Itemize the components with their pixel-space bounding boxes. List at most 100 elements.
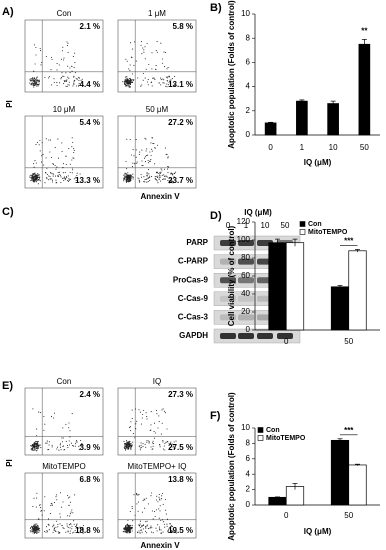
dot (62, 501, 64, 503)
dot (125, 78, 127, 80)
dot (73, 82, 75, 85)
dot (36, 428, 38, 430)
dot (167, 531, 169, 533)
dot (129, 77, 131, 80)
dot (139, 524, 141, 526)
dot (50, 172, 52, 174)
dot (69, 513, 71, 515)
dot (151, 442, 154, 444)
dot (36, 80, 38, 82)
dot (48, 139, 50, 141)
dot (70, 511, 72, 513)
dot (54, 530, 56, 532)
bar (264, 122, 277, 136)
dot (61, 437, 63, 439)
dot (53, 502, 55, 504)
dot (136, 494, 138, 496)
dot (33, 181, 36, 183)
dot (40, 161, 43, 163)
dot (142, 72, 144, 75)
dot (35, 450, 37, 452)
dot (138, 493, 140, 495)
legend-label: Con (266, 427, 280, 434)
dot (67, 42, 69, 44)
dot (51, 444, 53, 446)
dot (131, 81, 133, 83)
dot (151, 527, 153, 529)
dot (76, 524, 78, 526)
dot (53, 529, 56, 531)
dot (32, 532, 34, 534)
dot (131, 418, 133, 420)
dot (52, 531, 54, 534)
dot (37, 447, 39, 449)
dot (158, 176, 160, 178)
dot (68, 148, 70, 150)
dot (126, 174, 128, 176)
dot (140, 423, 142, 425)
dot (158, 493, 160, 496)
dot (156, 41, 158, 43)
dot (126, 84, 128, 86)
dot (30, 80, 33, 82)
dot (129, 138, 131, 141)
bar (358, 43, 371, 136)
dot (125, 58, 127, 60)
dot (147, 177, 149, 179)
dot (129, 525, 131, 527)
dot (153, 443, 155, 445)
dot (164, 175, 166, 177)
dot (33, 173, 35, 175)
dot (61, 142, 63, 144)
dot (46, 177, 48, 179)
dot (75, 176, 77, 178)
dot (156, 172, 158, 174)
dot (29, 78, 31, 80)
dot (71, 509, 73, 511)
dot (35, 181, 37, 183)
dot (151, 492, 153, 494)
dot (126, 77, 128, 79)
dot (123, 178, 125, 180)
dot (69, 527, 71, 529)
dot (127, 82, 129, 84)
dot (37, 79, 39, 81)
dot (142, 47, 144, 49)
dot (154, 163, 156, 165)
dot (168, 76, 171, 78)
dot (150, 495, 152, 497)
dot (33, 447, 35, 449)
y-tick-label: 2 (246, 485, 251, 494)
dot (150, 411, 152, 413)
dot (150, 424, 152, 426)
dot (72, 85, 74, 87)
dot (159, 174, 161, 177)
dot (170, 526, 172, 528)
dot (65, 531, 67, 533)
dot (144, 530, 147, 532)
dot (158, 415, 160, 417)
dot (76, 85, 78, 87)
dot (35, 54, 37, 56)
dot (125, 181, 127, 183)
dot (63, 57, 65, 59)
dot (66, 525, 68, 527)
blot-band (238, 277, 254, 284)
dot (166, 80, 169, 82)
dot (123, 443, 126, 445)
dot (166, 525, 168, 527)
dot (127, 531, 129, 533)
dot (68, 427, 70, 429)
dot (126, 60, 128, 62)
dots (123, 408, 177, 451)
dot (38, 174, 40, 176)
dot (152, 440, 154, 442)
dot (50, 156, 53, 159)
dot (56, 499, 58, 501)
dot (173, 172, 175, 174)
dot (36, 446, 38, 448)
dot (153, 77, 155, 79)
y-axis-label: Cell viability (% of control) (227, 225, 236, 326)
panel-label: E) (2, 380, 13, 392)
dot (36, 523, 38, 525)
